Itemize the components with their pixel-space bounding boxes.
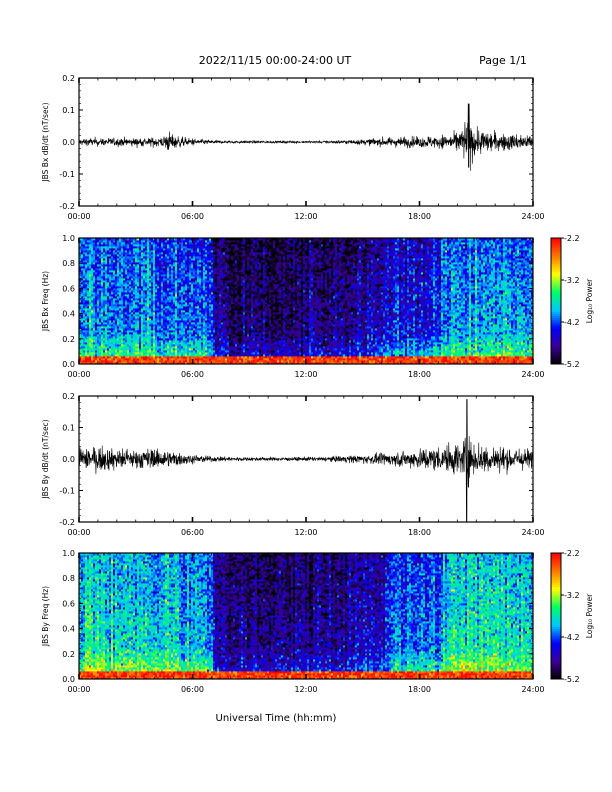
y-tick-label: 0.1 bbox=[62, 424, 75, 433]
colorbar-tick-label: -5.2 bbox=[564, 360, 580, 369]
y-axis-label: JBS By dB/dt (nT/sec) bbox=[41, 419, 50, 499]
colorbar-tick-label: -2.2 bbox=[564, 549, 580, 558]
x-tick-label: 06:00 bbox=[181, 212, 204, 221]
y-tick-label: 0.0 bbox=[62, 455, 75, 464]
y-tick-label: 1.0 bbox=[62, 549, 75, 558]
x-tick-label: 00:00 bbox=[67, 212, 90, 221]
y-tick-label: 1.0 bbox=[62, 234, 75, 243]
date-range-title: 2022/11/15 00:00-24:00 UT bbox=[199, 54, 352, 67]
series-line bbox=[79, 104, 533, 171]
series-line bbox=[79, 399, 533, 522]
y-tick-label: -0.1 bbox=[59, 487, 75, 496]
x-tick-label: 24:00 bbox=[521, 685, 544, 694]
y-tick-label: -0.2 bbox=[59, 202, 75, 211]
x-tick-label: 18:00 bbox=[408, 685, 431, 694]
page-number: Page 1/1 bbox=[479, 54, 527, 67]
x-tick-label: 18:00 bbox=[408, 528, 431, 537]
by-dbdt-panel: 00:00 06:00 12:00 18:00 24:00 0.2 0.1 0.0 -0.1 -0… bbox=[41, 392, 545, 537]
colorbar-label: Log₁₀ Power bbox=[585, 278, 594, 323]
x-tick-label: 00:00 bbox=[67, 370, 90, 379]
y-tick-label: 0.4 bbox=[62, 310, 75, 319]
bx-spectrogram-panel: 00:00 06:00 12:00 18:00 24:00 1.0 0.8 0.6 0.4 0.2… bbox=[41, 234, 594, 379]
x-tick-label: 06:00 bbox=[181, 370, 204, 379]
y-tick-label: 0.2 bbox=[62, 335, 75, 344]
y-tick-label: 0.2 bbox=[62, 74, 75, 83]
bx-dbdt-panel: 00:00 06:00 12:00 18:00 24:00 0.2 0.1 0.0 -0.1 -0… bbox=[41, 74, 545, 221]
y-tick-label: 0.0 bbox=[62, 675, 75, 684]
y-tick-label: -0.1 bbox=[59, 170, 75, 179]
x-tick-label: 12:00 bbox=[294, 528, 317, 537]
y-tick-label: 0.0 bbox=[62, 360, 75, 369]
y-axis-label: JBS By Freq (Hz) bbox=[41, 586, 50, 647]
x-tick-label: 12:00 bbox=[294, 685, 317, 694]
spectrogram-cells bbox=[79, 553, 533, 679]
x-tick-label: 06:00 bbox=[181, 685, 204, 694]
colorbar-tick-label: -4.2 bbox=[564, 633, 580, 642]
y-axis-label: JBS Bx dB/dt (nT/sec) bbox=[41, 102, 50, 182]
colorbar-tick-label: -5.2 bbox=[564, 675, 580, 684]
spectrogram-cells bbox=[79, 238, 533, 364]
y-tick-label: 0.1 bbox=[62, 106, 75, 115]
x-tick-label: 06:00 bbox=[181, 528, 204, 537]
x-tick-label: 18:00 bbox=[408, 212, 431, 221]
y-tick-label: 0.4 bbox=[62, 625, 75, 634]
x-tick-label: 00:00 bbox=[67, 685, 90, 694]
y-tick-label: 0.0 bbox=[62, 138, 75, 147]
y-tick-label: -0.2 bbox=[59, 518, 75, 527]
x-tick-label: 18:00 bbox=[408, 370, 431, 379]
y-tick-label: 0.2 bbox=[62, 650, 75, 659]
x-tick-label: 12:00 bbox=[294, 212, 317, 221]
x-tick-label: 24:00 bbox=[521, 528, 544, 537]
x-tick-label: 24:00 bbox=[521, 212, 544, 221]
colorbar: -2.2 -3.2 -4.2 -5.2 Log₁₀ Power bbox=[551, 549, 594, 684]
y-axis-label: JBS Bx Freq (Hz) bbox=[41, 271, 50, 332]
y-tick-label: 0.2 bbox=[62, 392, 75, 401]
y-tick-label: 0.8 bbox=[62, 574, 75, 583]
y-tick-label: 0.6 bbox=[62, 599, 75, 608]
x-axis-title: Universal Time (hh:mm) bbox=[216, 713, 337, 724]
colorbar-tick-label: -2.2 bbox=[564, 234, 580, 243]
colorbar: -2.2 -3.2 -4.2 -5.2 Log₁₀ Power bbox=[551, 234, 594, 369]
y-tick-label: 0.8 bbox=[62, 259, 75, 268]
colorbar-tick-label: -3.2 bbox=[564, 591, 580, 600]
colorbar-tick-label: -4.2 bbox=[564, 318, 580, 327]
colorbar-label: Log₁₀ Power bbox=[585, 593, 594, 638]
x-tick-label: 00:00 bbox=[67, 528, 90, 537]
y-tick-label: 0.6 bbox=[62, 284, 75, 293]
x-tick-label: 24:00 bbox=[521, 370, 544, 379]
by-spectrogram-panel: 00:00 06:00 12:00 18:00 24:00 1.0 0.8 0.6 0.4 0.2… bbox=[41, 549, 594, 694]
x-tick-label: 12:00 bbox=[294, 370, 317, 379]
colorbar-tick-label: -3.2 bbox=[564, 276, 580, 285]
